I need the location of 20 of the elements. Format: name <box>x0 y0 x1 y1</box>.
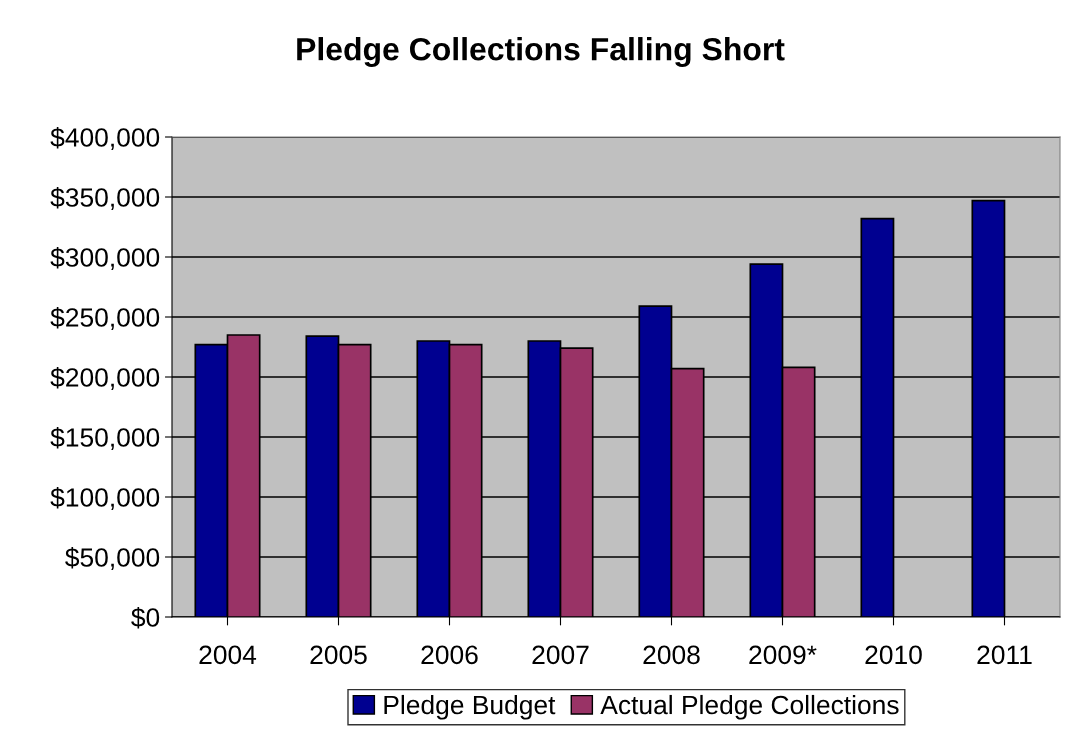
y-tick-label: $50,000 <box>65 547 160 570</box>
y-tick-label: $350,000 <box>50 187 160 210</box>
y-tick-label: $100,000 <box>50 487 160 510</box>
x-tick-label: 2008 <box>643 645 700 665</box>
y-tick-label: $400,000 <box>50 127 160 150</box>
x-tick-label: 2011 <box>977 645 1032 665</box>
y-tick-label: $150,000 <box>50 427 160 450</box>
legend-label: Actual Pledge Collections <box>600 694 899 720</box>
x-tick-label: 2010 <box>865 645 922 665</box>
y-tick-label: $300,000 <box>50 247 160 270</box>
chart-title: Pledge Collections Falling Short <box>297 37 785 67</box>
x-tick-label: 2007 <box>532 645 589 665</box>
x-tick-label: 2006 <box>421 645 478 665</box>
x-tick-label: 2009* <box>749 645 817 665</box>
y-tick-label: $200,000 <box>50 367 160 390</box>
y-tick-label: $250,000 <box>50 307 160 330</box>
y-tick-label: $0 <box>131 607 160 629</box>
x-tick-label: 2005 <box>310 645 367 665</box>
legend-label: Pledge Budget <box>384 694 556 720</box>
x-tick-label: 2004 <box>199 645 257 665</box>
